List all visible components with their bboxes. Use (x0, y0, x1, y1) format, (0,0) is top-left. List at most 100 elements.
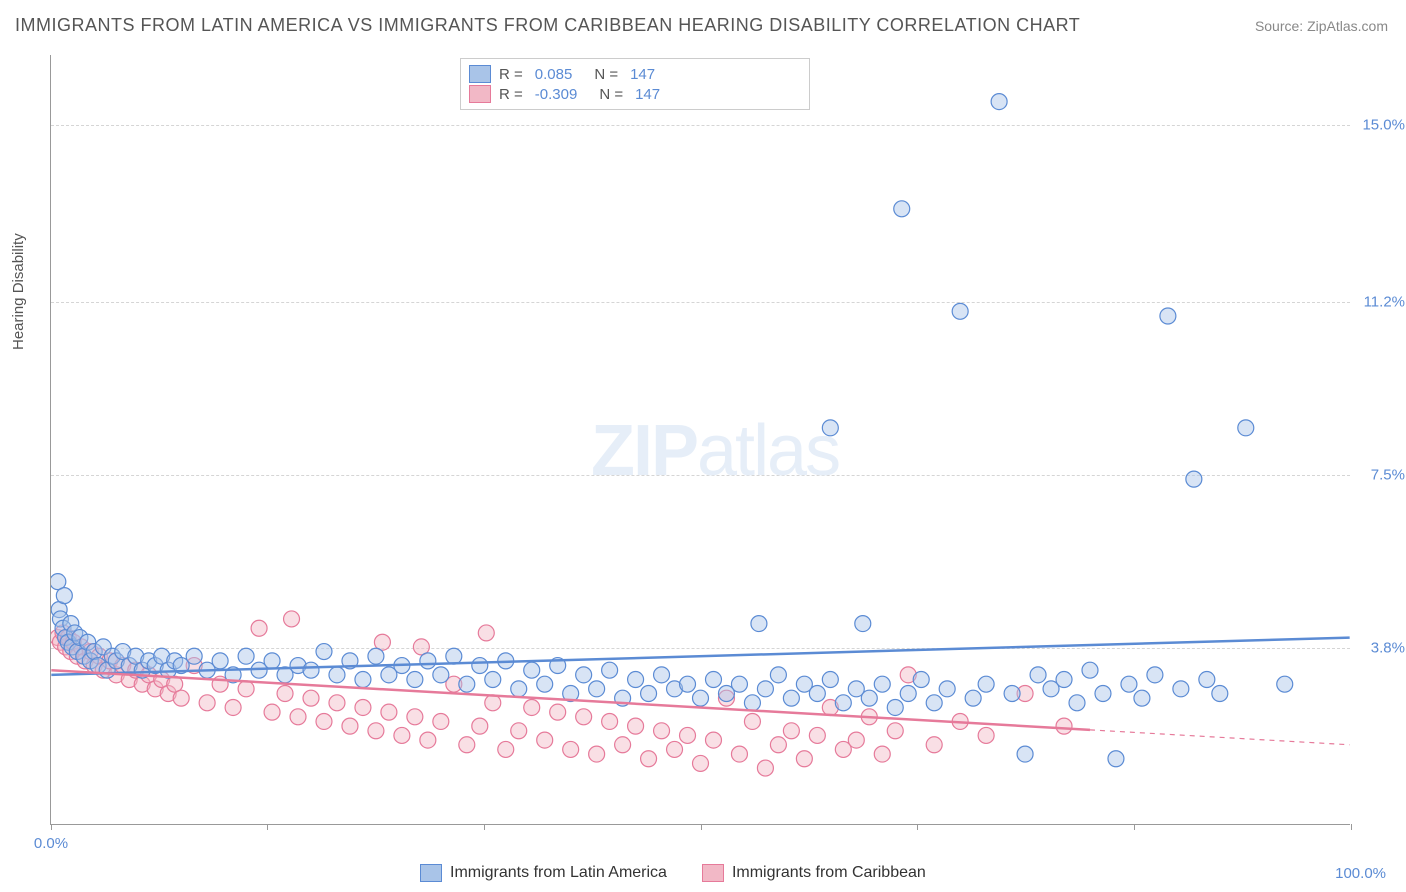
data-point (251, 620, 267, 636)
data-point (770, 737, 786, 753)
data-point (783, 723, 799, 739)
data-point (498, 741, 514, 757)
scatter-svg (51, 55, 1350, 824)
data-point (368, 648, 384, 664)
data-point (472, 658, 488, 674)
data-point (874, 746, 890, 762)
y-tick-label: 7.5% (1355, 467, 1405, 484)
data-point (1030, 667, 1046, 683)
data-point (654, 667, 670, 683)
y-tick-label: 15.0% (1355, 117, 1405, 134)
data-point (1199, 672, 1215, 688)
data-point (485, 695, 501, 711)
data-point (848, 732, 864, 748)
y-tick-label: 11.2% (1355, 294, 1405, 311)
swatch-bottom-0 (420, 864, 442, 882)
data-point (855, 616, 871, 632)
data-point (796, 751, 812, 767)
data-point (628, 672, 644, 688)
data-point (199, 695, 215, 711)
data-point (628, 718, 644, 734)
data-point (705, 672, 721, 688)
data-point (524, 662, 540, 678)
data-point (705, 732, 721, 748)
data-point (978, 727, 994, 743)
source-attribution: Source: ZipAtlas.com (1255, 18, 1388, 34)
data-point (316, 713, 332, 729)
data-point (900, 686, 916, 702)
data-point (264, 704, 280, 720)
data-point (394, 727, 410, 743)
data-point (874, 676, 890, 692)
swatch-series-0 (469, 65, 491, 83)
legend-label-1: Immigrants from Caribbean (732, 864, 926, 882)
data-point (926, 695, 942, 711)
data-point (472, 718, 488, 734)
data-point (368, 723, 384, 739)
x-tick (267, 824, 268, 830)
data-point (1082, 662, 1098, 678)
data-point (783, 690, 799, 706)
chart-plot-area: ZIPatlas 3.8%7.5%11.2%15.0%0.0% (50, 55, 1350, 825)
data-point (744, 695, 760, 711)
source-prefix: Source: (1255, 18, 1307, 34)
data-point (1121, 676, 1137, 692)
data-point (1056, 718, 1072, 734)
data-point (1160, 308, 1176, 324)
data-point (615, 737, 631, 753)
correlation-legend: R = 0.085 N = 147 R = -0.309 N = 147 (460, 58, 810, 110)
data-point (478, 625, 494, 641)
x-tick (1134, 824, 1135, 830)
data-point (693, 755, 709, 771)
data-point (1069, 695, 1085, 711)
swatch-series-1 (469, 85, 491, 103)
legend-item-1: Immigrants from Caribbean (702, 864, 926, 882)
data-point (641, 686, 657, 702)
data-point (926, 737, 942, 753)
data-point (654, 723, 670, 739)
data-point (667, 741, 683, 757)
n-label: N = (594, 66, 618, 83)
data-point (1004, 686, 1020, 702)
data-point (407, 672, 423, 688)
data-point (978, 676, 994, 692)
data-point (1095, 686, 1111, 702)
data-point (680, 727, 696, 743)
x-tick (484, 824, 485, 830)
data-point (770, 667, 786, 683)
data-point (731, 676, 747, 692)
data-point (1134, 690, 1150, 706)
x-tick (917, 824, 918, 830)
x-max-label: 100.0% (1335, 865, 1386, 882)
data-point (602, 662, 618, 678)
r-label: R = (499, 66, 523, 83)
chart-title: IMMIGRANTS FROM LATIN AMERICA VS IMMIGRA… (15, 15, 1080, 36)
n-value-1: 147 (635, 86, 660, 103)
data-point (1238, 420, 1254, 436)
data-point (329, 695, 345, 711)
data-point (835, 695, 851, 711)
data-point (809, 727, 825, 743)
data-point (744, 713, 760, 729)
source-link[interactable]: ZipAtlas.com (1307, 18, 1388, 34)
data-point (277, 686, 293, 702)
data-point (693, 690, 709, 706)
data-point (381, 704, 397, 720)
data-point (1108, 751, 1124, 767)
data-point (861, 690, 877, 706)
data-point (212, 653, 228, 669)
data-point (459, 737, 475, 753)
data-point (751, 616, 767, 632)
data-point (757, 760, 773, 776)
data-point (589, 746, 605, 762)
data-point (809, 686, 825, 702)
data-point (1173, 681, 1189, 697)
data-point (446, 648, 462, 664)
data-point (329, 667, 345, 683)
data-point (731, 746, 747, 762)
data-point (991, 94, 1007, 110)
data-point (965, 690, 981, 706)
data-point (680, 676, 696, 692)
x-tick (51, 824, 52, 830)
data-point (433, 713, 449, 729)
